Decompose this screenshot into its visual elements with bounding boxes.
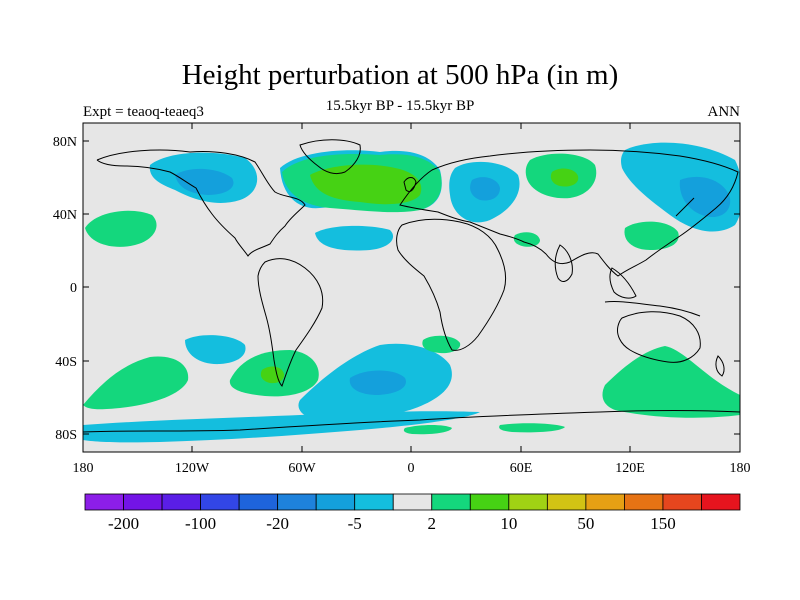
- colorbar-swatch: [84, 493, 124, 511]
- positive-region-east-asia: [624, 221, 679, 250]
- colorbar-label: -20: [266, 514, 289, 533]
- coastline-indonesia: [604, 301, 701, 317]
- colorbar-label: 10: [500, 514, 517, 533]
- colorbar-swatch: [508, 493, 548, 511]
- coastline-north-america: [96, 149, 306, 257]
- coastline-japan: [675, 197, 695, 217]
- negative-region-southern-ocean-core: [349, 370, 406, 395]
- contour-fields: [83, 142, 740, 443]
- coastline-antarctica: [83, 410, 740, 433]
- longitude-axis: 180 120W 60W 0 60E 120E 180: [73, 123, 751, 476]
- experiment-label: Expt = teaoq-teaeq3: [83, 104, 204, 120]
- positive-region-arabia: [513, 232, 540, 247]
- colorbar-swatch: [200, 493, 240, 511]
- coastline-southeast-asia: [609, 267, 637, 299]
- lon-tick-label: 180: [73, 461, 94, 476]
- colorbar-swatch: [546, 493, 587, 511]
- colorbar-swatch: [161, 493, 201, 511]
- positive-region-north-atlantic-core: [310, 164, 422, 205]
- negative-region-subtropical-atlantic: [315, 225, 394, 251]
- coastline-india: [554, 244, 573, 282]
- positive-region-south-pacific: [83, 356, 189, 410]
- lon-tick-label: 120E: [615, 461, 645, 476]
- colorbar-label: -200: [108, 514, 139, 533]
- colorbar-swatch: [315, 493, 356, 511]
- colorbar-swatch: [662, 493, 702, 511]
- colorbar-label: -100: [185, 514, 216, 533]
- colorbar-swatch: [585, 493, 625, 511]
- lat-tick-label: 0: [70, 281, 77, 296]
- positive-region-siberia-core: [550, 168, 579, 187]
- lon-tick-label: 120W: [175, 461, 210, 476]
- colorbar-label: 150: [650, 514, 676, 533]
- coastline-africa: [396, 218, 507, 351]
- positive-region-pacific: [85, 210, 157, 247]
- lat-tick-label: 80S: [55, 428, 77, 443]
- coastline-south-america: [257, 258, 324, 387]
- lat-tick-label: 40S: [55, 355, 77, 370]
- lon-tick-label: 180: [730, 461, 751, 476]
- plot-subtitle: 15.5kyr BP - 15.5kyr BP: [325, 98, 475, 114]
- negative-region-antarctic-band: [83, 411, 480, 443]
- coastline-australia: [617, 311, 701, 363]
- colorbar-swatch: [431, 493, 471, 511]
- positive-region-antarctic-fragment-2: [499, 423, 565, 433]
- season-label: ANN: [707, 104, 741, 120]
- colorbar-swatch: [624, 493, 664, 511]
- coastline-greenland: [299, 139, 361, 175]
- lon-tick-label: 60W: [288, 461, 316, 476]
- positive-region-antarctic-fragment: [403, 425, 452, 435]
- colorbar-swatch: [238, 493, 279, 511]
- colorbar-swatch: [392, 493, 433, 511]
- colorbar-swatch: [277, 493, 317, 511]
- colorbar-swatch: [123, 493, 163, 511]
- colorbar-label: 50: [577, 514, 594, 533]
- positive-region-southern-indian: [602, 346, 740, 418]
- colorbar-swatch: [354, 493, 394, 511]
- lat-tick-label: 80N: [53, 135, 77, 150]
- negative-region-europe-core: [470, 177, 500, 201]
- negative-region-north-pacific-core: [175, 168, 234, 195]
- lat-tick-label: 40N: [53, 208, 77, 223]
- colorbar-swatch: [469, 493, 510, 511]
- coastlines: [83, 139, 740, 433]
- coastline-uk: [403, 177, 417, 193]
- colorbar-swatch: [701, 493, 741, 511]
- colorbar: -200 -100 -20 -5 2 10 50 150: [84, 493, 741, 533]
- lon-tick-label: 60E: [510, 461, 533, 476]
- latitude-axis: 80N 40N 0 40S 80S: [53, 135, 740, 443]
- colorbar-label: -5: [348, 514, 362, 533]
- coastline-new-zealand: [715, 355, 725, 377]
- negative-region-south-pacific: [185, 335, 246, 365]
- lon-tick-label: 0: [408, 461, 415, 476]
- coastline-eurasia: [399, 149, 739, 277]
- plot-title: Height perturbation at 500 hPa (in m): [181, 59, 619, 91]
- colorbar-label: 2: [428, 514, 437, 533]
